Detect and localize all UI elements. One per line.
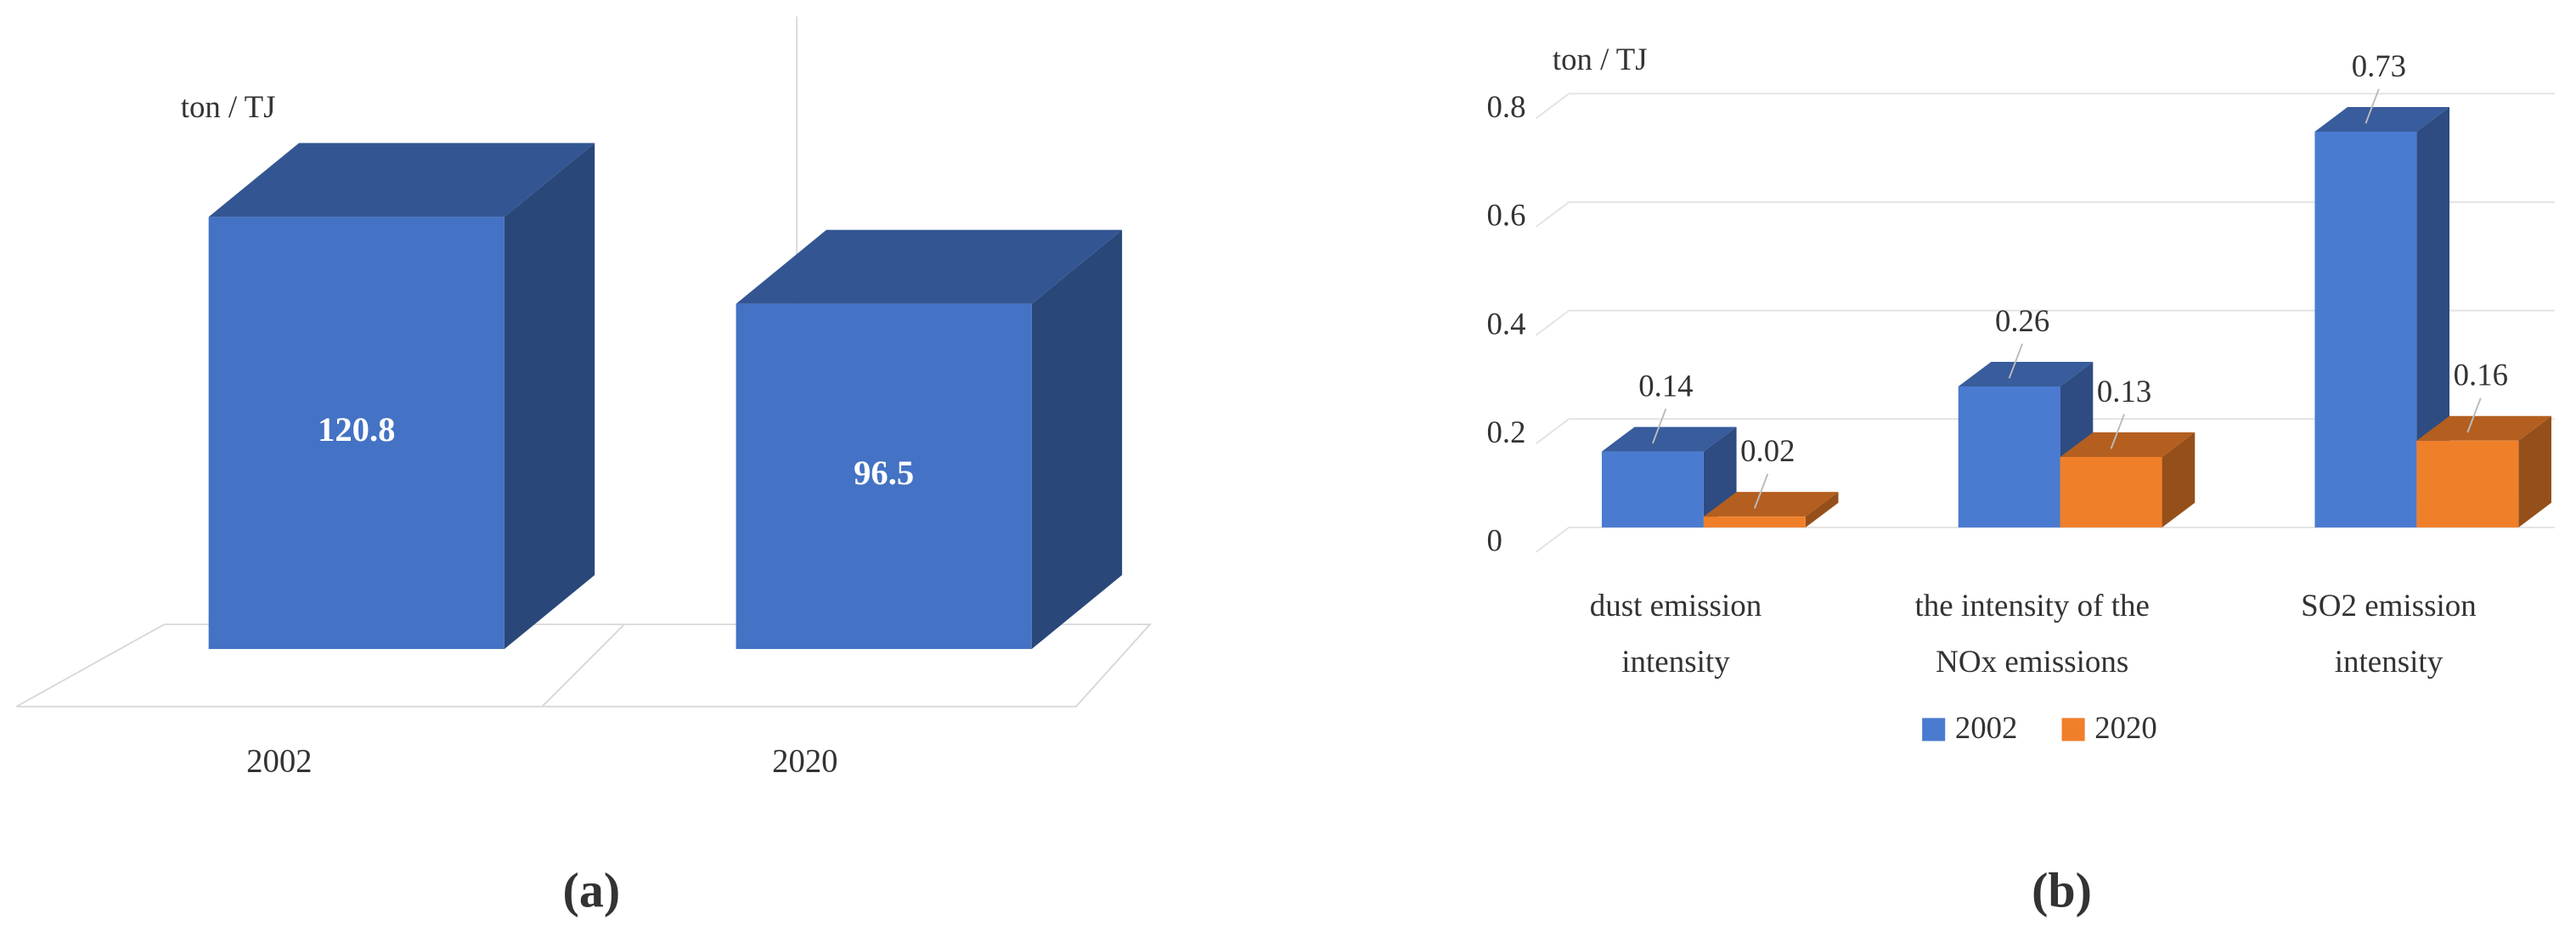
y-tick-label: 0.8	[1487, 89, 1526, 124]
y-tick-label: 0.4	[1487, 306, 1526, 341]
grid-line	[1536, 527, 1570, 553]
floor-divider	[541, 623, 625, 708]
y-tick-label: 0	[1487, 523, 1502, 558]
x-tick-label: SO2 emission intensity	[2301, 588, 2477, 680]
bar-side	[2518, 415, 2551, 527]
value-label: 0.02	[1740, 433, 1795, 468]
bar-side	[504, 143, 595, 650]
leader-line	[2365, 88, 2380, 124]
value-label: 0.26	[1995, 303, 2049, 338]
value-label: 0.16	[2454, 358, 2508, 392]
bar	[2314, 131, 2417, 527]
bar-top	[2416, 415, 2551, 441]
leader-line	[2466, 398, 2482, 433]
x-tick-label: the intensity of the NOx emissions	[1914, 588, 2150, 680]
leader-line	[1753, 473, 1769, 509]
panel-label: (b)	[2032, 863, 2092, 918]
legend-label: 2002	[1955, 710, 2018, 745]
legend-swatch	[2061, 718, 2085, 742]
leader-line	[2110, 414, 2125, 449]
bar	[736, 303, 1032, 650]
value-label: 0.73	[2352, 48, 2406, 83]
floor-outline	[15, 623, 1153, 708]
legend-swatch	[1922, 718, 1946, 742]
panel-label: (a)	[563, 863, 621, 918]
bar-top	[2060, 432, 2196, 457]
bar-top	[2314, 106, 2450, 132]
bar-top	[208, 143, 595, 217]
bar	[1601, 451, 1704, 527]
bar-top	[1958, 361, 2094, 386]
grid-line	[1536, 93, 1570, 120]
x-tick-label: 2002	[246, 743, 312, 779]
x-tick-label: dust emission intensity	[1589, 588, 1762, 680]
bar	[1703, 516, 1806, 527]
legend-label: 2020	[2094, 710, 2157, 745]
leader-line	[1652, 408, 1667, 444]
value-label: 0.14	[1638, 369, 1693, 403]
grid-line	[1536, 309, 1570, 336]
grid-line	[1536, 418, 1570, 445]
y-unit-label: ton / TJ	[1553, 42, 1648, 76]
y-tick-label: 0.6	[1487, 198, 1526, 233]
y-unit-label: ton / TJ	[181, 89, 276, 124]
value-label: 120.8	[318, 410, 395, 448]
x-tick-label: 2020	[772, 743, 837, 779]
bar	[2416, 440, 2519, 527]
leader-line	[2008, 343, 2024, 379]
bar	[1958, 386, 2060, 527]
bar-top	[1703, 492, 1839, 517]
bar-side	[2162, 432, 2196, 527]
y-tick-label: 0.2	[1487, 415, 1526, 449]
grid-line	[1536, 201, 1570, 228]
value-label: 0.13	[2097, 374, 2151, 409]
bar-top	[1601, 426, 1737, 452]
bar	[208, 217, 504, 650]
bar-side	[1805, 492, 1839, 527]
bar	[2060, 456, 2162, 527]
bar-side	[1031, 229, 1123, 650]
bar-top	[736, 229, 1123, 304]
value-label: 96.5	[854, 454, 914, 492]
